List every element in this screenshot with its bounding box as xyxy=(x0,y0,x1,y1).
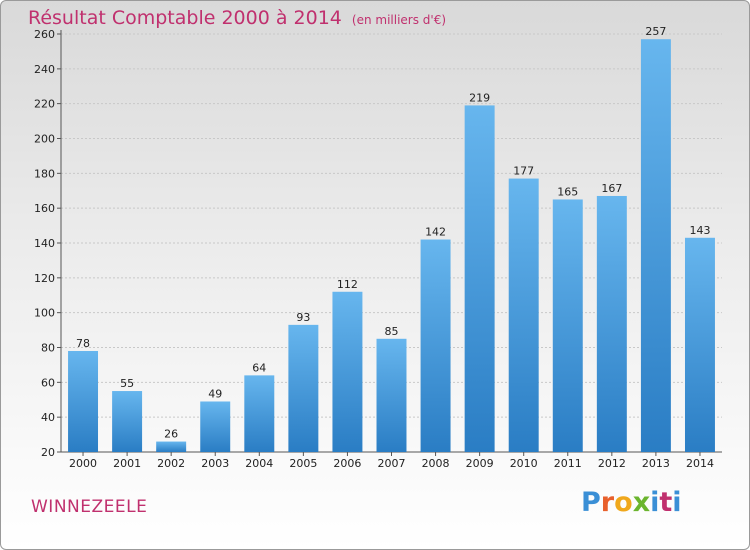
y-tick-label: 180 xyxy=(34,167,55,180)
value-label-2012: 167 xyxy=(601,182,622,195)
bars xyxy=(68,39,715,453)
x-tick-label-2001: 2001 xyxy=(113,457,141,470)
logo-letter: i xyxy=(672,487,682,518)
bar-2013 xyxy=(640,39,671,452)
bar-2011 xyxy=(552,199,583,452)
logo-letter: P xyxy=(581,487,601,518)
y-tick-label: 100 xyxy=(34,307,55,320)
logo-letter: t xyxy=(659,487,673,518)
bar-2003 xyxy=(200,401,231,452)
logo-letter: o xyxy=(614,487,633,518)
bar-2009 xyxy=(464,105,495,453)
logo-letter: x xyxy=(632,487,651,518)
bar-2001 xyxy=(112,391,143,452)
value-label-2003: 49 xyxy=(208,387,222,400)
x-tick-label-2011: 2011 xyxy=(554,457,582,470)
x-tick-label-2012: 2012 xyxy=(598,457,626,470)
value-label-2004: 64 xyxy=(252,361,266,374)
value-label-2001: 55 xyxy=(120,377,134,390)
y-tick-label: 60 xyxy=(41,376,55,389)
y-tick-label: 40 xyxy=(41,411,55,424)
x-tick-label-2000: 2000 xyxy=(69,457,97,470)
value-label-2014: 143 xyxy=(689,224,710,237)
proxiti-logo: Proxiti xyxy=(581,487,682,518)
bar-2010 xyxy=(508,178,539,452)
chart-subtitle: (en milliers d'€) xyxy=(351,13,447,27)
value-label-2008: 142 xyxy=(425,226,446,239)
commune-name: WINNEZEELE xyxy=(31,497,148,517)
chart-title: Résultat Comptable 2000 à 2014 (en millie… xyxy=(28,7,446,29)
axes: 20 40 60 80 100 120 140 160 180 200 220 240 260 2000 2… xyxy=(34,28,722,470)
logo-letter: i xyxy=(650,487,660,518)
x-tick-label-2002: 2002 xyxy=(157,457,185,470)
y-tick-label: 220 xyxy=(34,98,55,111)
x-tick-label-2013: 2013 xyxy=(642,457,670,470)
bar-2008 xyxy=(420,239,451,452)
value-labels: 78 55 26 49 64 93 112 85 142 219 177 165 167 257 143 xyxy=(76,25,710,440)
x-tick-label-2007: 2007 xyxy=(378,457,406,470)
value-label-2009: 219 xyxy=(469,91,490,104)
x-tick-label-2014: 2014 xyxy=(686,457,714,470)
bar-2007 xyxy=(376,338,407,452)
value-label-2005: 93 xyxy=(296,311,310,324)
bar-2012 xyxy=(596,195,627,452)
chart-title-main: Résultat Comptable 2000 à 2014 xyxy=(28,7,342,29)
x-tick-label-2006: 2006 xyxy=(333,457,361,470)
value-label-2007: 85 xyxy=(385,325,399,338)
x-tick-label-2008: 2008 xyxy=(422,457,450,470)
y-tick-label: 260 xyxy=(34,28,55,41)
y-tick-label: 160 xyxy=(34,202,55,215)
bar-2000 xyxy=(68,350,99,452)
bar-2014 xyxy=(684,237,715,452)
y-tick-label: 200 xyxy=(34,133,55,146)
logo-letter: r xyxy=(600,487,615,518)
bar-2005 xyxy=(288,324,319,452)
x-tick-label-2003: 2003 xyxy=(201,457,229,470)
y-tick-label: 20 xyxy=(41,446,55,459)
value-label-2006: 112 xyxy=(337,278,358,291)
value-label-2010: 177 xyxy=(513,165,534,178)
x-tick-label-2010: 2010 xyxy=(510,457,538,470)
x-tick-label-2004: 2004 xyxy=(245,457,273,470)
y-tick-label: 120 xyxy=(34,272,55,285)
value-label-2000: 78 xyxy=(76,337,90,350)
y-tick-label: 140 xyxy=(34,237,55,250)
bar-2002 xyxy=(156,441,187,452)
value-label-2011: 165 xyxy=(557,185,578,198)
y-tick-label: 80 xyxy=(41,342,55,355)
value-label-2002: 26 xyxy=(164,428,178,441)
value-label-2013: 257 xyxy=(645,25,666,38)
y-tick-label: 240 xyxy=(34,63,55,76)
x-tick-label-2009: 2009 xyxy=(466,457,494,470)
bar-2006 xyxy=(332,291,363,452)
x-tick-label-2005: 2005 xyxy=(289,457,317,470)
bar-2004 xyxy=(244,375,275,452)
